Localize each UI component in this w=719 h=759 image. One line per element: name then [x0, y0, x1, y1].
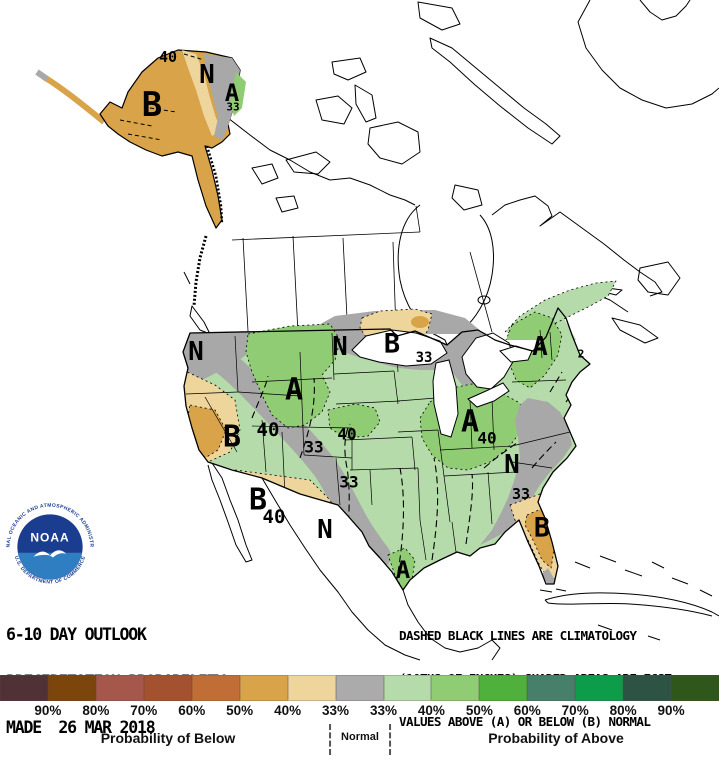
legend-swatch-11 [527, 675, 576, 701]
state-borders [185, 329, 571, 561]
legend-tick-below-60%: 60% [178, 703, 206, 718]
legend-swatch-9 [431, 675, 480, 701]
note-line-3: VALUES ABOVE (A) OR BELOW (B) NORMAL [399, 713, 651, 729]
legend-swatch-10 [479, 675, 528, 701]
map-label-40-7: 40 [256, 419, 280, 441]
legend-swatch-5 [239, 675, 288, 701]
map-label-40-0: 40 [158, 48, 178, 66]
map-label-33-17: 33 [339, 472, 359, 492]
canada-outlines [183, 0, 719, 353]
legend-swatch-3 [143, 675, 192, 701]
legend-tick-below-70%: 70% [130, 703, 158, 718]
map-label-2-21: 2 [577, 347, 585, 361]
note-line-4: GRAY AREAS ARE NEAR-NORMAL [399, 757, 719, 759]
legend-tick-below-40%: 40% [274, 703, 302, 718]
logo-sea [17, 552, 83, 580]
alaska-region [35, 49, 246, 229]
map-label-33-23: 33 [511, 485, 531, 503]
legend-color-bar [0, 675, 719, 701]
legend-tick-above-50%: 50% [465, 703, 493, 718]
legend-below-label: Probability of Below [100, 730, 236, 746]
map-label-B-12: B [383, 328, 401, 360]
lake-michigan [432, 359, 459, 438]
map-label-33-3: 33 [226, 100, 240, 114]
legend-swatch-1 [47, 675, 96, 701]
map-label-B-4: B [141, 85, 163, 125]
legend-tick-above-40%: 40% [417, 703, 445, 718]
region-below-mn-core [411, 316, 429, 328]
legend-swatch-2 [95, 675, 144, 701]
legend-swatch-4 [191, 675, 240, 701]
map-label-40-15: 40 [337, 424, 357, 444]
legend-normal-label: Normal [329, 724, 391, 755]
map-label-N-1: N [199, 60, 215, 90]
legend-swatch-12 [575, 675, 624, 701]
legend-tick-above-70%: 70% [561, 703, 589, 718]
mexico-caribbean-outlines [207, 462, 719, 661]
map-label-33-16: 33 [304, 437, 324, 457]
legend-swatch-8 [383, 675, 432, 701]
map-label-N-11: N [332, 332, 348, 362]
legend-swatch-7 [335, 675, 384, 701]
map-label-N-5: N [188, 337, 204, 367]
legend-above-label: Probability of Above [488, 730, 624, 746]
north-america-map [35, 0, 719, 661]
legend-tick-above-80%: 80% [609, 703, 637, 718]
region-above-mt [245, 323, 341, 429]
legend-swatch-0 [0, 675, 48, 701]
map-label-B-24: B [533, 512, 551, 544]
map-label-A-2: A [224, 79, 240, 107]
legend-tick-below-33%: 33% [322, 703, 350, 718]
logo-bird-icon [33, 550, 67, 558]
lake-huron [461, 332, 515, 390]
map-label-A-18: A [460, 404, 480, 440]
legend-tick-below-50%: 50% [226, 703, 254, 718]
note-line-1: DASHED BLACK LINES ARE CLIMATOLOGY [399, 628, 637, 644]
region-near-normal-pnw [183, 331, 254, 382]
legend-swatch-14 [671, 675, 719, 701]
noaa-logo: NATIONAL OCEANIC AND ATMOSPHERIC ADMINIS… [2, 498, 98, 596]
legend-tick-below-90%: 90% [34, 703, 62, 718]
alaska-near-normal-band [204, 54, 240, 140]
alaska-below-light-band [182, 50, 222, 136]
map-label-A-14: A [284, 372, 304, 408]
legend-swatch-13 [623, 675, 672, 701]
map-label-33-13: 33 [415, 350, 433, 366]
legend-tick-above-90%: 90% [657, 703, 685, 718]
map-label-N-10: N [317, 515, 333, 545]
lake-superior [351, 329, 448, 367]
legend-tick-below-80%: 80% [82, 703, 110, 718]
map-label-40-9: 40 [262, 506, 286, 528]
logo-noaa-text: NOAA [30, 530, 69, 544]
lake-ontario [499, 345, 533, 363]
map-label-A-20: A [532, 332, 548, 362]
region-near-normal-se [480, 398, 572, 545]
great-lakes [351, 329, 533, 438]
title-line-3: MADE 26 MAR 2018 [6, 718, 156, 737]
legend-tick-above-60%: 60% [513, 703, 541, 718]
region-above-ia [327, 403, 381, 439]
map-label-B-6: B [222, 419, 242, 455]
lake-erie [467, 382, 510, 408]
map-label-A-25: A [395, 556, 411, 584]
title-line-1: 6-10 DAY OUTLOOK [6, 625, 147, 644]
legend-tick-above-33%: 33% [369, 703, 397, 718]
map-label-B-8: B [248, 482, 268, 518]
map-label-N-22: N [504, 450, 520, 480]
region-above-stx-tip [387, 547, 416, 590]
alaska-above-strip [230, 72, 246, 116]
legend-swatch-6 [287, 675, 336, 701]
map-label-40-19: 40 [477, 428, 497, 448]
conus-outline [182, 307, 591, 591]
